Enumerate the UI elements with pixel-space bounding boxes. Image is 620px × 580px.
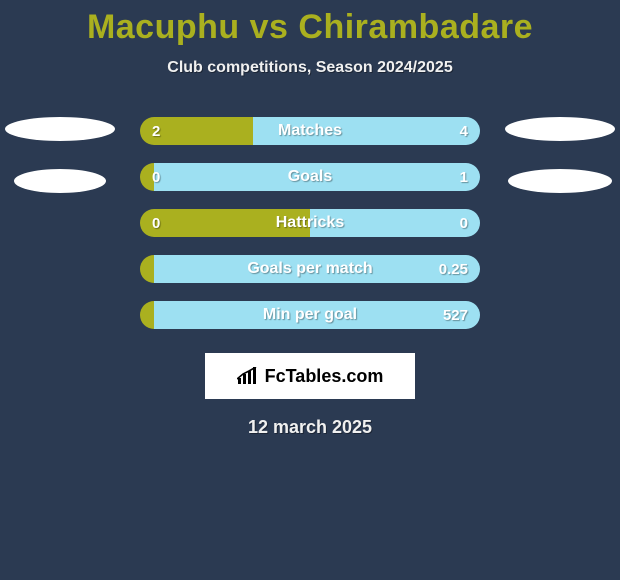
- stat-bar: Hattricks0 0: [140, 209, 480, 237]
- date-text: 12 march 2025: [0, 417, 620, 438]
- bar-right-value: 1: [448, 163, 480, 191]
- bar-left-value: [140, 301, 164, 329]
- stat-bars: Matches24Goals01Hattricks00Goals per mat…: [140, 117, 480, 329]
- avatar-placeholder: [508, 169, 612, 193]
- subtitle: Club competitions, Season 2024/2025: [0, 59, 620, 77]
- bar-right-value: 0: [448, 209, 480, 237]
- page-title: Macuphu vs Chirambadare: [0, 0, 620, 47]
- bar-label: Goals: [140, 163, 480, 191]
- bar-left-value: [140, 255, 164, 283]
- brand-footer: FcTables.com: [205, 353, 415, 399]
- player-a-avatars: [0, 117, 120, 193]
- player-a-name: Macuphu: [87, 8, 240, 46]
- stat-bar: Min per goal527: [140, 301, 480, 329]
- bar-left-value: 2: [140, 117, 172, 145]
- vs-label: vs: [250, 8, 289, 46]
- bar-right-value: 527: [431, 301, 480, 329]
- comparison-infographic: Macuphu vs Chirambadare Club competition…: [0, 0, 620, 580]
- bar-label: Matches: [140, 117, 480, 145]
- avatar-placeholder: [505, 117, 615, 141]
- stat-bar: Goals0 1: [140, 163, 480, 191]
- bar-right-value: 4: [448, 117, 480, 145]
- bar-label: Hattricks: [140, 209, 480, 237]
- stat-bar: Goals per match0.25: [140, 255, 480, 283]
- stat-bar: Matches2 4: [140, 117, 480, 145]
- bar-left-value: 0: [140, 209, 172, 237]
- content-area: Matches24Goals01Hattricks00Goals per mat…: [0, 117, 620, 329]
- player-b-avatars: [500, 117, 620, 193]
- bar-right-value: 0.25: [427, 255, 480, 283]
- player-b-name: Chirambadare: [298, 8, 533, 46]
- bar-label: Min per goal: [140, 301, 480, 329]
- chart-icon: [237, 367, 259, 385]
- avatar-placeholder: [5, 117, 115, 141]
- bar-left-value: 0: [140, 163, 172, 191]
- brand-text: FcTables.com: [265, 366, 384, 387]
- avatar-placeholder: [14, 169, 106, 193]
